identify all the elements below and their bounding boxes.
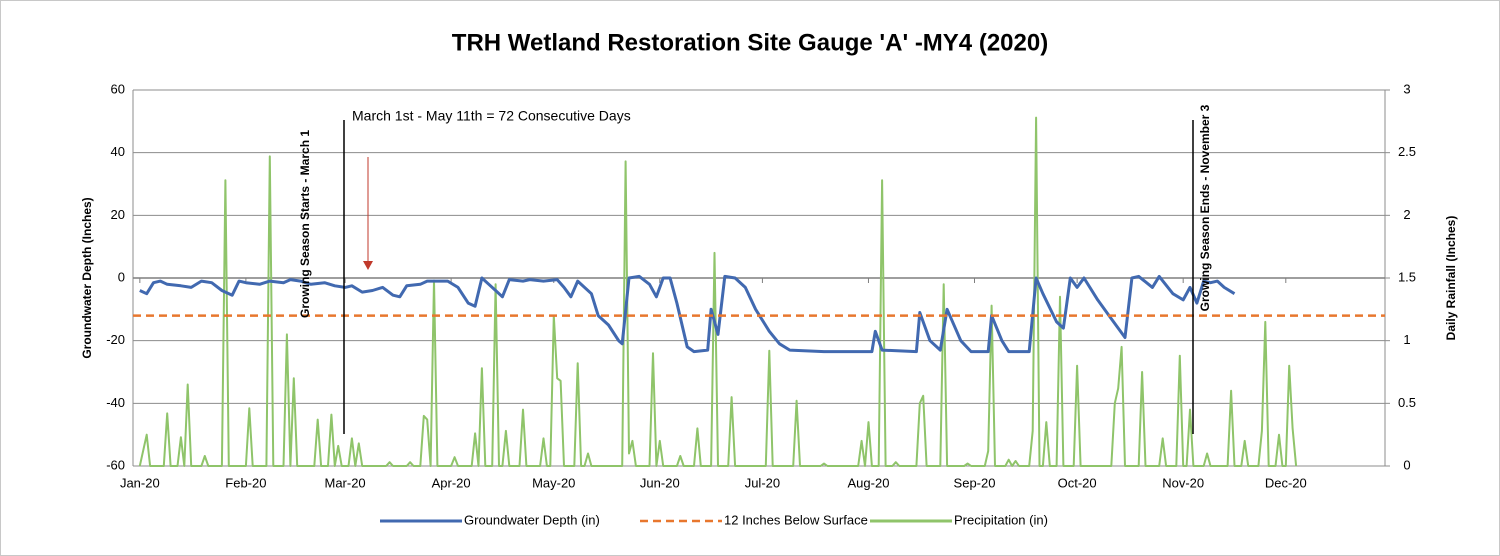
y2-tick-label: 1 — [1403, 332, 1410, 347]
plot-area: -60 -40 -20 0 20 40 60 0 0.5 1 1.5 2 2.5 3 Jan-20 Feb-2… — [106, 81, 1416, 490]
y-tick-label: 0 — [118, 269, 125, 284]
x-tick-label: Sep-20 — [954, 475, 996, 490]
legend-label: 12 Inches Below Surface — [724, 512, 868, 527]
x-tick-label: Dec-20 — [1265, 475, 1307, 490]
legend-label: Groundwater Depth (in) — [464, 512, 600, 527]
x-tick-label: Aug-20 — [848, 475, 890, 490]
legend: Groundwater Depth (in) 12 Inches Below Su… — [380, 512, 1048, 527]
y-tick-label: 60 — [111, 81, 125, 96]
x-tick-label: Nov-20 — [1162, 475, 1204, 490]
y2-tick-label: 3 — [1403, 81, 1410, 96]
y-tick-label: -20 — [106, 332, 125, 347]
x-tick-label: Apr-20 — [432, 475, 471, 490]
x-tick-label: Jul-20 — [745, 475, 780, 490]
x-tick-label: Jun-20 — [640, 475, 680, 490]
y-axis-title: Groundwater Depth (Inches) — [80, 197, 94, 358]
y2-axis-title: Daily Rainfall (Inches) — [1444, 216, 1458, 341]
x-tick-label: Jan-20 — [120, 475, 160, 490]
y-tick-label: -40 — [106, 395, 125, 410]
x-tick-label: Oct-20 — [1058, 475, 1097, 490]
x-tick-label: May-20 — [532, 475, 575, 490]
x-tick-label: Feb-20 — [225, 475, 266, 490]
y2-tick-label: 0.5 — [1398, 395, 1416, 410]
y-tick-label: -60 — [106, 457, 125, 472]
y2-tick-label: 0 — [1403, 457, 1410, 472]
arrow-head — [363, 261, 373, 270]
chart-title: TRH Wetland Restoration Site Gauge 'A' -… — [452, 29, 1048, 56]
legend-label: Precipitation (in) — [954, 512, 1048, 527]
x-tick-label: Mar-20 — [324, 475, 365, 490]
y2-tick-label: 1.5 — [1398, 269, 1416, 284]
annotation: March 1st - May 11th = 72 Consecutive Da… — [352, 108, 631, 124]
y-tick-label: 40 — [111, 144, 125, 159]
annotation: Growing Season Starts - March 1 — [298, 130, 312, 318]
annotation: Growing Season Ends - November 3 — [1198, 104, 1212, 311]
series-line — [139, 274, 1236, 354]
y2-tick-label: 2 — [1403, 207, 1410, 222]
y2-tick-label: 2.5 — [1398, 144, 1416, 159]
y-tick-label: 20 — [111, 207, 125, 222]
series-line — [138, 116, 1298, 467]
